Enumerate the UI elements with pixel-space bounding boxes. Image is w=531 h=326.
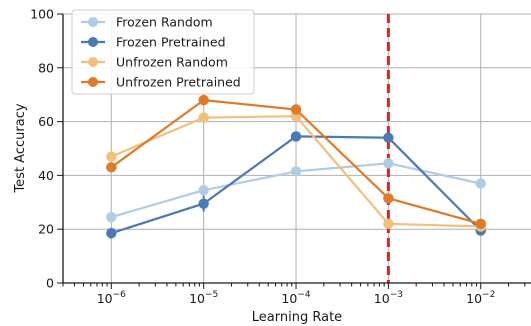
data-point (198, 112, 209, 123)
x-tick-label: 10−5 (189, 290, 218, 306)
legend-box (71, 9, 255, 95)
legend-swatch-marker (88, 77, 98, 87)
x-axis-ticks: 10−6 10−5 10−4 10−3 10−2 (62, 283, 526, 306)
y-tick-label: 40 (38, 168, 54, 183)
data-point (198, 94, 209, 106)
legend-swatch-marker (88, 37, 98, 47)
legend-item: Unfrozen Random (81, 55, 228, 70)
data-point (475, 178, 486, 189)
x-tick-label: 10−4 (281, 290, 310, 306)
data-point (290, 104, 302, 115)
y-tick-label: 60 (38, 114, 54, 129)
data-point (290, 166, 302, 177)
legend-item: Frozen Pretrained (81, 35, 226, 50)
data-point (383, 132, 394, 143)
y-axis-ticks: 0 20 40 60 80 100 (30, 7, 63, 291)
y-tick-label: 100 (30, 7, 54, 22)
x-tick-label: 10−3 (374, 290, 403, 306)
data-point (106, 211, 117, 223)
data-point (198, 198, 209, 209)
data-point (106, 162, 117, 173)
legend-swatch-marker (88, 57, 98, 67)
series-unfrozen-pretrained (106, 94, 486, 230)
y-tick-label: 20 (38, 222, 54, 237)
legend-item: Frozen Random (81, 15, 213, 30)
y-tick-label: 0 (46, 276, 54, 291)
data-point (383, 158, 394, 169)
legend-label: Frozen Pretrained (116, 35, 226, 50)
series-unfrozen-random (106, 111, 486, 232)
y-tick-label: 80 (38, 60, 54, 75)
x-axis-title: Learning Rate (252, 310, 342, 325)
data-point (106, 151, 117, 162)
x-tick-label: 10−6 (97, 290, 126, 306)
y-axis-title: Test Accuracy (13, 103, 28, 193)
legend-label: Frozen Random (116, 15, 213, 30)
series-layer (106, 94, 486, 239)
data-point (383, 218, 394, 230)
legend-label: Unfrozen Pretrained (116, 75, 241, 90)
legend: Frozen Random Frozen Pretrained Unfrozen R… (71, 9, 255, 95)
data-point (383, 193, 394, 204)
legend-swatch-marker (88, 17, 98, 27)
data-point (290, 131, 302, 142)
data-point (475, 218, 486, 230)
legend-item: Unfrozen Pretrained (81, 75, 241, 90)
data-point (106, 228, 117, 239)
data-point (198, 184, 209, 196)
legend-label: Unfrozen Random (116, 55, 228, 70)
x-tick-label: 10−2 (466, 290, 495, 306)
